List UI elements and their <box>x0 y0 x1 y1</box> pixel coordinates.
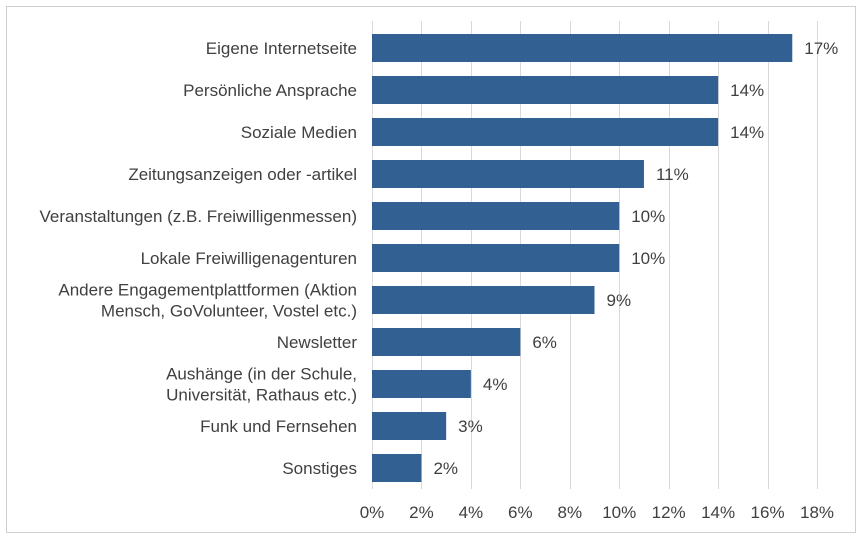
category-label: Eigene Internetseite <box>206 39 357 58</box>
bar <box>372 412 447 440</box>
category-label: Veranstaltungen (z.B. Freiwilligenmessen… <box>40 207 357 226</box>
bar <box>372 76 719 104</box>
bar <box>372 160 644 188</box>
data-label: 2% <box>433 459 458 478</box>
data-label: 10% <box>631 207 665 226</box>
category-label: Newsletter <box>277 333 358 352</box>
x-tick-label: 12% <box>652 503 686 522</box>
data-label: 14% <box>730 81 764 100</box>
category-labels: Eigene Internetseite Persönliche Ansprach… <box>40 39 358 478</box>
bar <box>372 454 422 482</box>
category-label: Andere Engagementplattformen (Aktion Mens… <box>58 281 357 321</box>
bar <box>372 244 620 272</box>
category-label: Lokale Freiwilligenagenturen <box>141 249 357 268</box>
data-label: 14% <box>730 123 764 142</box>
x-tick-label: 0% <box>360 503 385 522</box>
category-label: Funk und Fernsehen <box>200 417 357 436</box>
x-tick-label: 18% <box>800 503 834 522</box>
data-label: 6% <box>532 333 557 352</box>
x-tick-label: 16% <box>751 503 785 522</box>
x-tick-label: 2% <box>409 503 434 522</box>
category-label: Sonstiges <box>282 459 357 478</box>
x-tick-label: 4% <box>459 503 484 522</box>
x-tick-label: 14% <box>701 503 735 522</box>
bar <box>372 202 620 230</box>
value-labels: 17% 14% 14% 11% 10% 10% 9% 6% 4% 3% 2% <box>433 39 838 478</box>
data-label: 4% <box>483 375 508 394</box>
bar <box>372 370 471 398</box>
category-label: Soziale Medien <box>241 123 357 142</box>
x-tick-label: 8% <box>557 503 582 522</box>
x-tick-label: 10% <box>602 503 636 522</box>
x-tick-label: 6% <box>508 503 533 522</box>
bars <box>372 34 793 482</box>
x-axis-ticks: 0% 2% 4% 6% 8% 10% 12% 14% 16% 18% <box>360 503 834 522</box>
data-label: 3% <box>458 417 483 436</box>
category-label: Zeitungsanzeigen oder -artikel <box>128 165 357 184</box>
bar <box>372 34 793 62</box>
data-label: 10% <box>631 249 665 268</box>
data-label: 9% <box>607 291 632 310</box>
data-label: 17% <box>804 39 838 58</box>
category-label: Aushänge (in der Schule, Universität, Rat… <box>166 365 357 405</box>
data-label: 11% <box>656 165 689 184</box>
bar <box>372 286 595 314</box>
bar <box>372 118 719 146</box>
bar <box>372 328 521 356</box>
category-label: Persönliche Ansprache <box>183 81 357 100</box>
